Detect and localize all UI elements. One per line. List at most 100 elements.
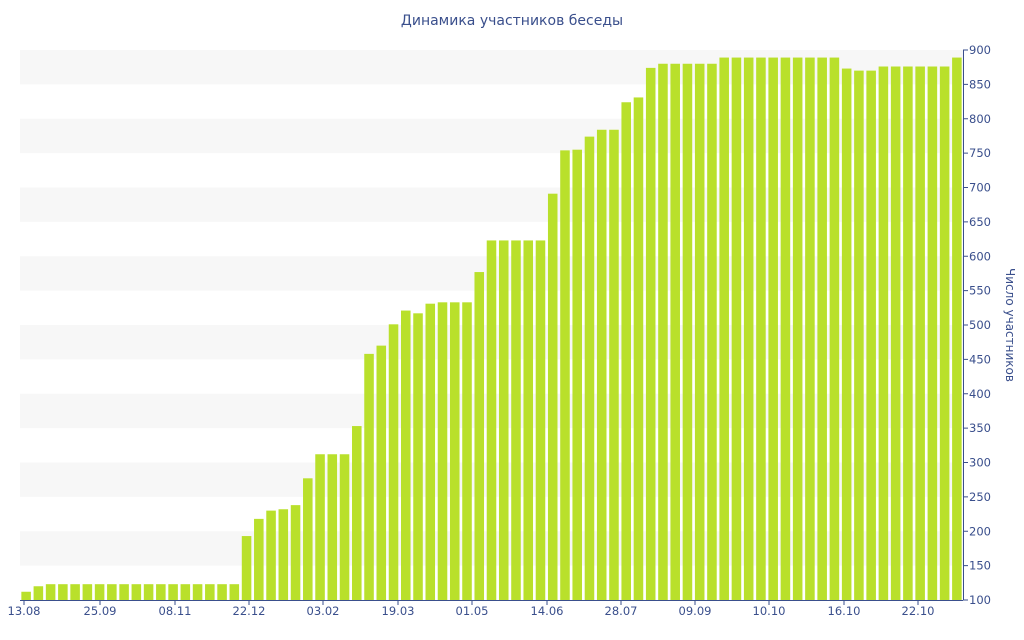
bar [596,129,607,600]
bar [523,240,534,600]
x-tick-label: 14.06 [531,604,564,618]
bar [621,102,631,600]
x-tick-label: 09.09 [679,604,712,618]
bar [94,584,105,600]
bar [756,57,766,600]
bar [890,66,901,600]
y-tick-label: 700 [969,181,991,195]
bar [156,584,166,600]
x-tick-label: 13.08 [8,604,41,618]
bar [817,57,827,600]
bar [462,302,472,600]
y-axis-label: Число участников [1003,268,1017,382]
bar [547,193,558,600]
bar [180,584,191,600]
x-tick-label: 28.07 [605,604,638,618]
y-tick-label: 800 [969,112,991,126]
bar [474,272,485,600]
bar [903,66,913,600]
x-axis: 13.08 25.09 08.11 22.12 03.02 19.03 01.05 14.06… [8,600,963,618]
bar-series [21,57,962,600]
bar [560,150,570,600]
bar [915,66,925,600]
bar [352,426,362,600]
y-tick-label: 100 [969,593,991,607]
y-axis: 100 150 200 250 300 350 400 450 500 550 600 650 700 7… [963,43,991,607]
bar [413,313,423,600]
bar [388,324,399,600]
bar [449,302,460,600]
bar [511,240,521,600]
bar [694,63,705,600]
y-tick-label: 900 [969,43,991,57]
bar [364,353,374,600]
bar [425,303,436,600]
y-tick-label: 550 [969,284,991,298]
bar [768,57,778,600]
bar [192,584,203,600]
y-tick-label: 600 [969,249,991,263]
y-tick-label: 650 [969,215,991,229]
bar [743,57,754,600]
y-tick-label: 500 [969,318,991,332]
bar [241,536,252,600]
bar [829,57,840,600]
bar [866,70,876,600]
bar [119,584,129,600]
x-tick-label: 16.10 [828,604,861,618]
bar [266,510,276,600]
bar [633,97,644,600]
bar [82,584,93,600]
x-tick-label: 10.10 [753,604,786,618]
bar [290,505,301,600]
bar [229,584,240,600]
y-tick-label: 300 [969,456,991,470]
bar [682,63,693,600]
bar [584,136,595,600]
bar [719,57,729,600]
bar [107,584,117,600]
bar [658,63,668,600]
bar [707,63,717,600]
y-tick-label: 850 [969,77,991,91]
x-tick-label: 08.11 [159,604,192,618]
bar [303,478,313,600]
bar [939,66,950,600]
bar [168,584,178,600]
bar [45,584,56,600]
x-tick-label: 19.03 [382,604,415,618]
bar [327,454,338,600]
x-tick-label: 03.02 [307,604,340,618]
y-tick-label: 450 [969,352,991,366]
bar [21,591,31,600]
bar [339,454,350,600]
bar [952,57,962,600]
bar [486,240,497,600]
bar [217,584,227,600]
bar [400,310,411,600]
bar [278,509,289,600]
bar [205,584,215,600]
bar [254,518,264,600]
y-tick-label: 150 [969,559,991,573]
bar [498,240,509,600]
bar [927,66,938,600]
y-tick-label: 200 [969,524,991,538]
bar [33,586,44,600]
bar [315,454,325,600]
x-tick-label: 01.05 [456,604,489,618]
bar [376,345,387,600]
bar [437,302,448,600]
y-tick-label: 750 [969,146,991,160]
x-tick-label: 22.10 [902,604,935,618]
bar [143,584,154,600]
bar [70,584,80,600]
y-tick-label: 400 [969,387,991,401]
bar [780,57,791,600]
chart-title: Динамика участников беседы [400,13,624,29]
y-tick-label: 350 [969,421,991,435]
y-tick-label: 250 [969,490,991,504]
bar [58,584,68,600]
bar [805,57,815,600]
